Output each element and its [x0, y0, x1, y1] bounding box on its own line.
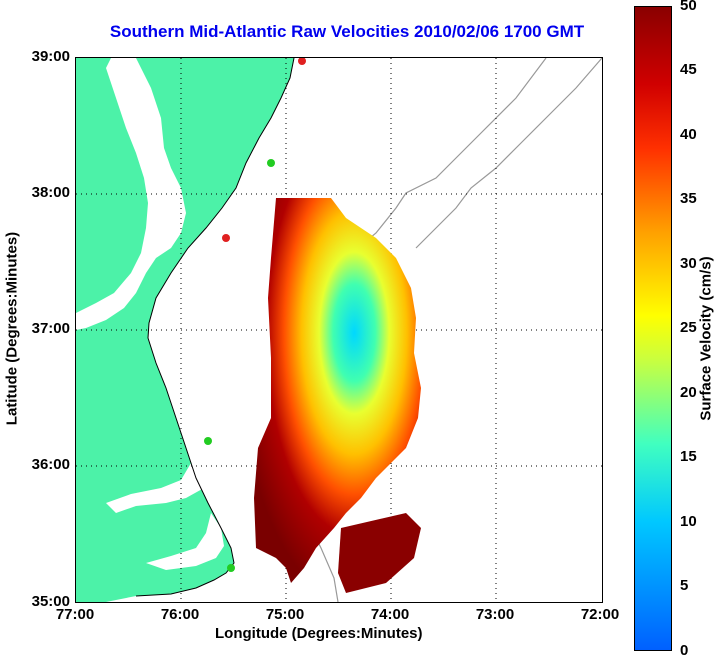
- y-tick-label: 39:00: [31, 48, 70, 65]
- colorbar-tick: 45: [680, 61, 697, 78]
- grid-lines: [76, 58, 602, 602]
- station-marker: [204, 437, 212, 445]
- station-marker: [298, 58, 306, 65]
- colorbar-tick: 0: [680, 642, 689, 659]
- x-tick-label: 76:00: [160, 606, 200, 623]
- bay-water: [76, 58, 186, 330]
- colorbar-tick: 20: [680, 384, 697, 401]
- land-mainland: [76, 58, 294, 602]
- x-tick-label: 74:00: [370, 606, 410, 623]
- y-tick-label: 35:00: [31, 593, 70, 610]
- velocity-field-south: [338, 513, 421, 593]
- y-axis-label: Latitude (Degrees:Minutes): [3, 231, 21, 426]
- x-tick-label: 73:00: [475, 606, 515, 623]
- map-plot-area: [75, 57, 603, 603]
- colorbar-tick: 10: [680, 513, 697, 530]
- bathymetry-contour-outer: [415, 58, 602, 249]
- colorbar-label: Surface Velocity (cm/s): [697, 256, 715, 421]
- sound-water-south: [146, 513, 224, 570]
- colorbar-tick: 30: [680, 255, 697, 272]
- y-tick-label: 36:00: [31, 456, 70, 473]
- colorbar-tick: 40: [680, 126, 697, 143]
- velocity-field: [254, 198, 421, 583]
- station-marker: [222, 234, 230, 242]
- colorbar-tick: 25: [680, 319, 697, 336]
- y-tick-label: 37:00: [31, 320, 70, 337]
- x-tick-label: 72:00: [580, 606, 620, 623]
- sound-water: [106, 418, 211, 513]
- map-title: Southern Mid-Atlantic Raw Velocities 201…: [109, 22, 585, 41]
- x-tick-label: 75:00: [265, 606, 305, 623]
- colorbar-tick: 5: [680, 577, 689, 594]
- colorbar-tick: 35: [680, 190, 697, 207]
- x-tick-label: 77:00: [55, 606, 95, 623]
- x-axis-label: Longitude (Degrees:Minutes): [215, 625, 423, 642]
- map-svg: [76, 58, 602, 602]
- y-tick-label: 38:00: [31, 184, 70, 201]
- station-marker: [227, 564, 235, 572]
- colorbar: [634, 6, 672, 651]
- colorbar-tick: 15: [680, 448, 697, 465]
- colorbar-tick: 50: [680, 0, 697, 14]
- station-marker: [267, 159, 275, 167]
